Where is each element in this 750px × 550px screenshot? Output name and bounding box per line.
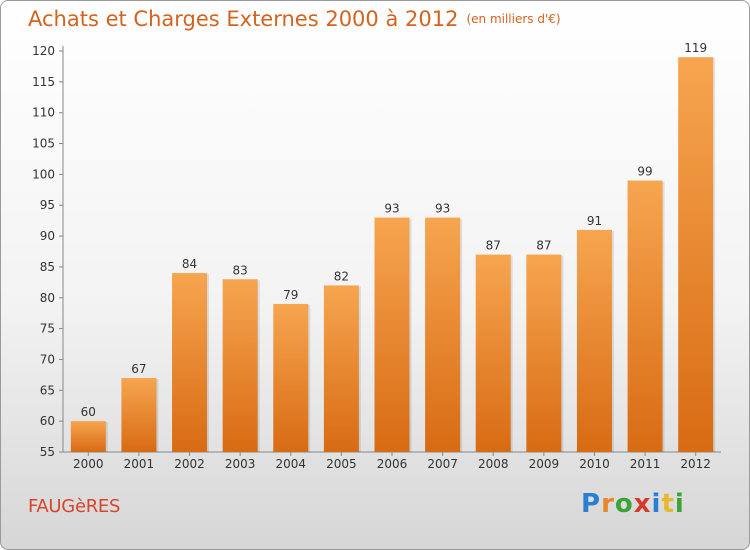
bar-2008 xyxy=(475,254,511,452)
x-tick-label-2005: 2005 xyxy=(326,457,357,471)
data-label-2003: 83 xyxy=(233,263,248,277)
y-tick-label: 95 xyxy=(40,198,55,212)
data-label-2007: 93 xyxy=(435,202,450,216)
data-label-2011: 99 xyxy=(637,165,652,179)
logo-letter: i xyxy=(651,489,662,519)
data-label-2005: 82 xyxy=(334,269,349,283)
chart-title: Achats et Charges Externes 2000 à 2012 (e… xyxy=(28,7,561,31)
commune-name: FAUGèRES xyxy=(28,496,121,517)
x-tick-label-2008: 2008 xyxy=(478,457,509,471)
bar-2003 xyxy=(222,279,258,452)
x-tick-label-2000: 2000 xyxy=(73,457,104,471)
y-tick-label: 85 xyxy=(40,260,55,274)
x-tick-label-2011: 2011 xyxy=(630,457,661,471)
bar-2004 xyxy=(273,303,309,452)
bar-2009 xyxy=(526,254,562,452)
data-label-2002: 84 xyxy=(182,257,197,271)
data-label-2012: 119 xyxy=(684,41,707,55)
y-tick-label: 80 xyxy=(40,291,55,305)
bar-2011 xyxy=(627,180,663,453)
data-label-2009: 87 xyxy=(536,239,551,253)
logo-letter: P xyxy=(581,489,602,519)
y-tick-label: 100 xyxy=(32,167,55,181)
bar-2012 xyxy=(678,57,714,453)
chart-title-text: Achats et Charges Externes 2000 à 2012 xyxy=(28,7,459,31)
y-tick-label: 120 xyxy=(32,44,55,58)
logo-letter: t xyxy=(661,489,675,519)
data-label-2004: 79 xyxy=(283,288,298,302)
y-tick-label: 75 xyxy=(40,322,55,336)
chart-unit: (en milliers d'€) xyxy=(466,12,561,26)
y-tick-label: 105 xyxy=(32,137,55,151)
bar-2001 xyxy=(121,377,157,452)
x-tick-label-2004: 2004 xyxy=(275,457,306,471)
bar-2002 xyxy=(172,273,208,452)
y-tick-label: 110 xyxy=(32,106,55,120)
y-tick-label: 55 xyxy=(40,445,55,459)
y-tick-label: 115 xyxy=(32,75,55,89)
logo-letter: o xyxy=(614,489,634,519)
logo-letter: i xyxy=(674,489,685,519)
bar-2007 xyxy=(425,217,461,452)
data-label-2006: 93 xyxy=(384,202,399,216)
x-tick-label-2007: 2007 xyxy=(427,457,458,471)
x-tick-label-2001: 2001 xyxy=(124,457,155,471)
y-tick-label: 60 xyxy=(40,414,55,428)
x-tick-label-2012: 2012 xyxy=(680,457,711,471)
bar-2006 xyxy=(374,217,410,452)
data-label-2010: 91 xyxy=(587,214,602,228)
bar-2005 xyxy=(323,285,359,452)
proxiti-logo: Proxiti xyxy=(581,489,685,519)
data-label-2000: 60 xyxy=(81,405,96,419)
y-tick-label: 65 xyxy=(40,383,55,397)
data-label-2001: 67 xyxy=(131,362,146,376)
logo-letter: r xyxy=(601,489,615,519)
y-tick-label: 70 xyxy=(40,352,55,366)
bar-2000 xyxy=(70,421,106,452)
bar-2010 xyxy=(576,229,612,452)
x-tick-label-2002: 2002 xyxy=(174,457,205,471)
x-tick-label-2003: 2003 xyxy=(225,457,256,471)
data-label-2008: 87 xyxy=(486,239,501,253)
x-tick-label-2009: 2009 xyxy=(529,457,560,471)
y-tick-label: 90 xyxy=(40,229,55,243)
x-tick-label-2010: 2010 xyxy=(579,457,610,471)
logo-letter: x xyxy=(633,489,652,519)
x-tick-label-2006: 2006 xyxy=(377,457,408,471)
